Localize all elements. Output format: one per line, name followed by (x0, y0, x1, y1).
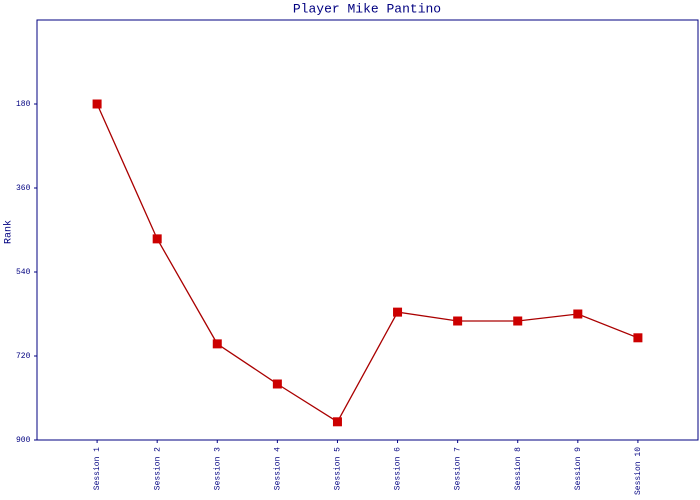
x-tick-label: Session 2 (153, 447, 162, 490)
x-tick-label: Session 9 (574, 447, 583, 490)
x-tick-label: Session 1 (93, 447, 102, 490)
data-point (453, 316, 463, 326)
data-point (92, 99, 102, 109)
data-point (393, 307, 403, 317)
x-tick-label: Session 7 (454, 447, 463, 490)
y-axis-label: Rank (3, 220, 15, 244)
x-tick-label: Session 5 (334, 447, 343, 490)
y-tick-label: 720 (16, 352, 31, 361)
series-line (96, 103, 639, 423)
chart-title: Player Mike Pantino (293, 1, 441, 16)
y-tick-label: 360 (16, 184, 31, 193)
x-tick-label: Session 4 (273, 447, 282, 490)
x-tick-label: Session 10 (634, 447, 643, 495)
data-point (152, 234, 162, 244)
data-point (633, 333, 643, 343)
plot-frame (36, 19, 699, 441)
x-tick-label: Session 3 (213, 447, 222, 490)
y-tick-label: 900 (16, 436, 31, 445)
x-tick-label: Session 6 (394, 447, 403, 490)
data-point (332, 417, 342, 427)
data-point (513, 316, 523, 326)
y-tick-label: 180 (16, 100, 31, 109)
x-tick-label: Session 8 (514, 447, 523, 490)
data-point (573, 309, 583, 319)
y-tick-label: 540 (16, 268, 31, 277)
data-point (212, 339, 222, 349)
data-point (272, 379, 282, 389)
